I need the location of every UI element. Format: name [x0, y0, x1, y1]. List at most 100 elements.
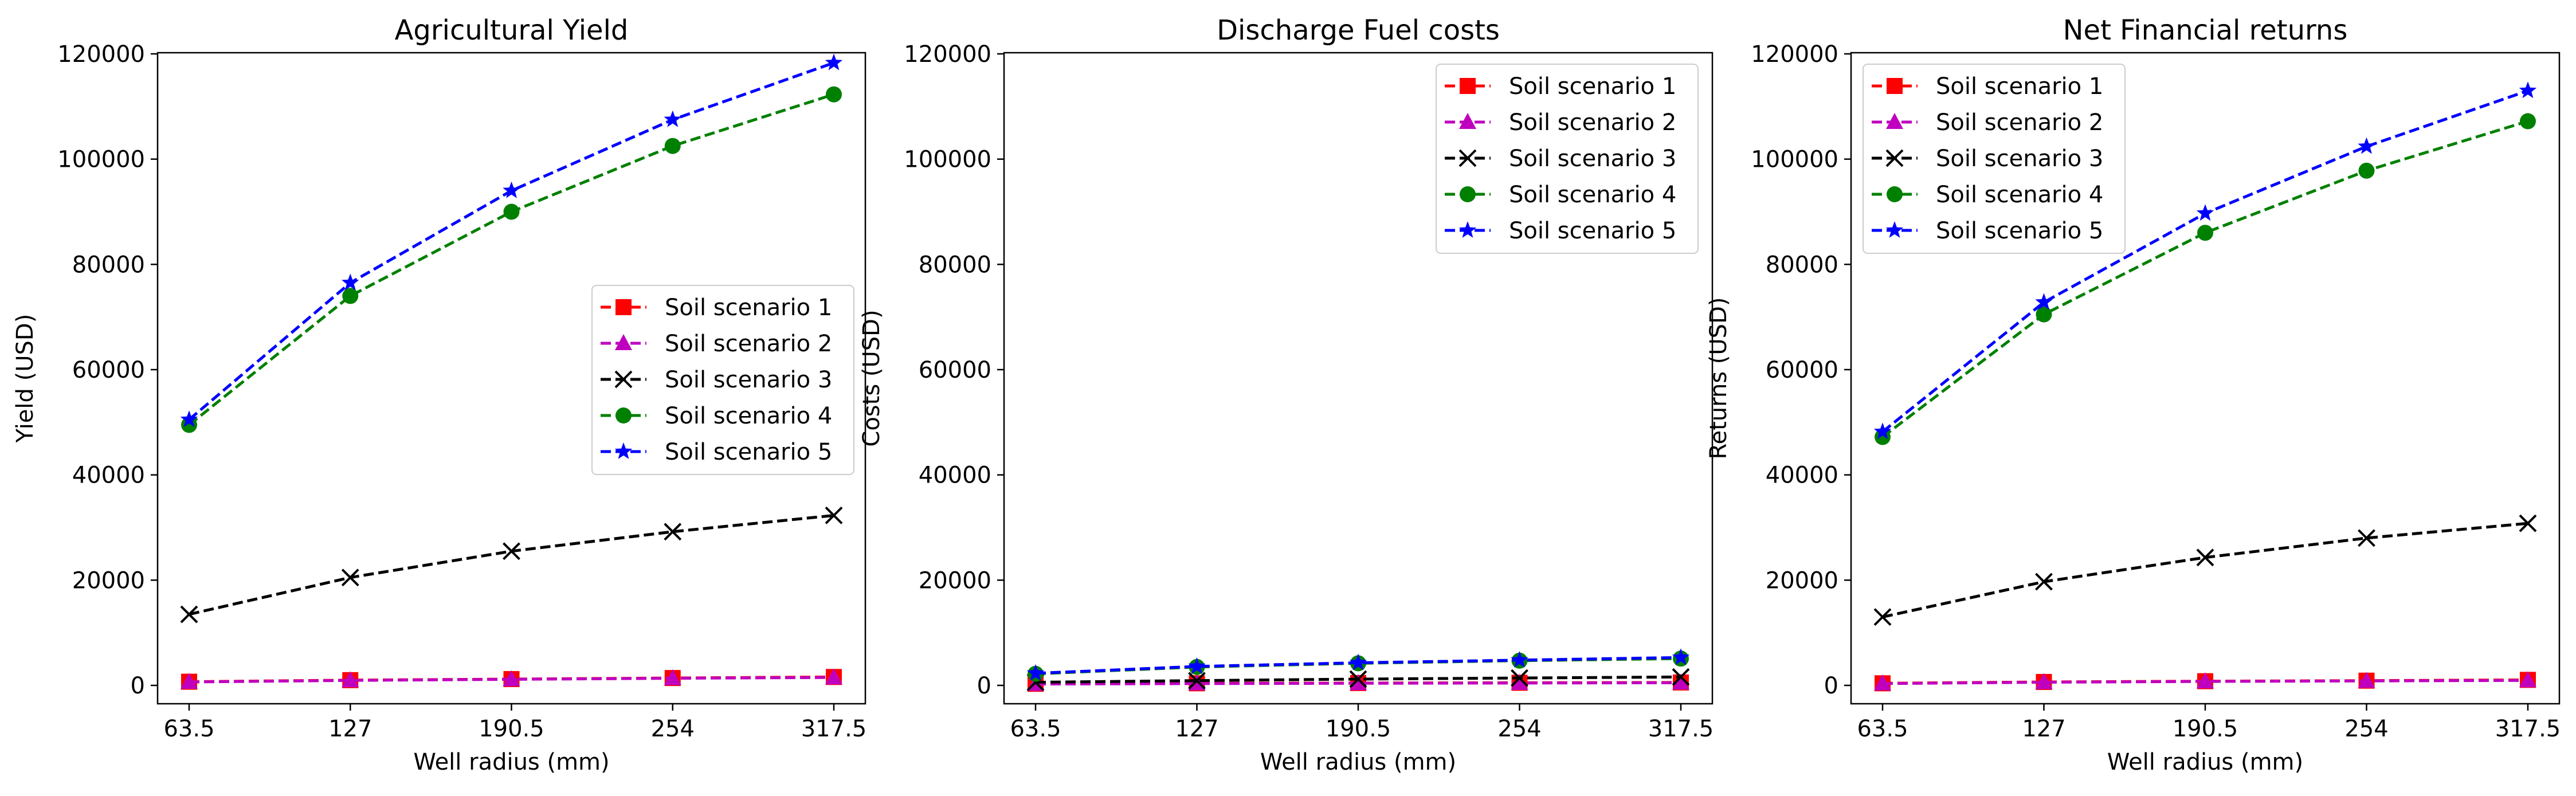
y-tick-label: 60000 [72, 357, 145, 383]
data-point [342, 671, 359, 688]
legend-marker [614, 442, 633, 459]
data-point [1349, 670, 1367, 688]
legend-item: Soil scenario 3 [1872, 146, 2103, 172]
legend-marker [615, 299, 632, 315]
chart-title: Discharge Fuel costs [1217, 14, 1500, 46]
y-tick-label: 0 [131, 673, 145, 699]
data-point [1350, 674, 1367, 691]
legend-item: Soil scenario 5 [1445, 218, 1676, 244]
data-point [1873, 422, 1892, 440]
data-point [664, 110, 681, 127]
series-3 [1873, 514, 2537, 626]
data-point [664, 138, 681, 154]
data-point [1511, 650, 1528, 668]
legend-item: Soil scenario 2 [1872, 109, 2103, 136]
legend-item: Soil scenario 1 [1445, 73, 1676, 100]
legend-marker [1885, 221, 1904, 238]
legend-label: Soil scenario 1 [1509, 73, 1676, 100]
y-tick-label: 80000 [72, 252, 145, 278]
legend-marker [1887, 186, 1903, 202]
legend-item: Soil scenario 3 [1445, 146, 1676, 172]
legend-item: Soil scenario 4 [601, 403, 832, 429]
legend-label: Soil scenario 2 [665, 331, 832, 357]
series-3 [1026, 668, 1690, 691]
legend: Soil scenario 1 Soil scenario 2 Soil scena… [1863, 64, 2126, 254]
legend-label: Soil scenario 4 [1936, 182, 2103, 208]
x-tick-label: 190.5 [1326, 716, 1391, 742]
data-point [2520, 113, 2536, 130]
x-tick-label: 63.5 [1010, 716, 1061, 742]
x-tick-label: 127 [328, 716, 372, 742]
y-axis-label: Returns (USD) [1705, 297, 1732, 460]
y-tick-label: 80000 [919, 252, 991, 278]
data-point [503, 670, 520, 687]
data-point [2197, 225, 2213, 241]
chart-panel-2: Discharge Fuel costs 63.5 127 190.5 254 317.5… [858, 14, 1714, 775]
data-point [2035, 573, 2053, 591]
y-tick-label: 100000 [57, 147, 145, 173]
data-point [1672, 673, 1689, 690]
x-tick-label: 317.5 [801, 716, 867, 742]
data-point [1672, 668, 1690, 686]
data-point [2196, 548, 2214, 567]
legend-marker [614, 370, 633, 389]
series-5 [180, 53, 843, 428]
x-tick-label: 190.5 [2173, 716, 2238, 742]
legend-item: Soil scenario 2 [1445, 109, 1676, 136]
x-tick-label: 63.5 [163, 716, 214, 742]
x-tick-label: 127 [1175, 716, 1218, 742]
legend-label: Soil scenario 3 [665, 367, 832, 393]
legend-marker [1460, 78, 1476, 94]
legend-label: Soil scenario 3 [1509, 146, 1676, 172]
chart-title: Net Financial returns [2063, 14, 2348, 46]
data-point [664, 669, 681, 685]
data-point [1026, 664, 1045, 681]
legend-marker [1458, 149, 1477, 167]
legend-item: Soil scenario 3 [601, 367, 832, 393]
x-tick-label: 254 [651, 716, 695, 742]
legend-item: Soil scenario 5 [601, 439, 832, 465]
legend-label: Soil scenario 2 [1509, 109, 1676, 136]
y-tick-label: 40000 [919, 462, 991, 489]
legend-item: Soil scenario 4 [1872, 182, 2103, 208]
data-point [2035, 293, 2053, 310]
series-5 [1873, 81, 2537, 440]
data-point [825, 668, 842, 685]
x-axis-label: Well radius (mm) [2107, 749, 2303, 775]
data-point [2035, 673, 2053, 689]
legend: Soil scenario 1 Soil scenario 2 Soil scena… [591, 285, 854, 475]
y-tick-label: 120000 [57, 41, 145, 68]
data-point [180, 410, 198, 428]
series-2 [181, 668, 842, 689]
series-3 [180, 506, 843, 624]
y-tick-label: 40000 [1766, 462, 1838, 489]
y-tick-label: 20000 [1766, 567, 1838, 594]
legend-label: Soil scenario 5 [1509, 218, 1676, 244]
series-4 [181, 86, 842, 433]
data-point [664, 523, 682, 541]
series-2 [1874, 671, 2536, 691]
data-point [342, 273, 359, 291]
data-point [180, 605, 198, 624]
series-line [189, 513, 834, 616]
y-tick-label: 20000 [72, 567, 145, 594]
data-point [825, 53, 843, 70]
data-point [2519, 81, 2537, 99]
data-point [2358, 162, 2375, 179]
legend-marker [1885, 149, 1904, 167]
data-point [2036, 306, 2052, 323]
series-4 [1875, 113, 2536, 445]
legend-frame [1863, 64, 2126, 254]
y-tick-label: 60000 [919, 357, 991, 383]
data-point [1511, 669, 1528, 687]
series-5 [1026, 648, 1690, 681]
data-point [503, 181, 520, 198]
data-point [503, 203, 520, 220]
x-axis-label: Well radius (mm) [413, 749, 609, 775]
x-tick-label: 190.5 [479, 716, 544, 742]
y-tick-label: 0 [1824, 673, 1838, 699]
data-point [181, 417, 197, 433]
legend-item: Soil scenario 1 [1872, 73, 2103, 100]
